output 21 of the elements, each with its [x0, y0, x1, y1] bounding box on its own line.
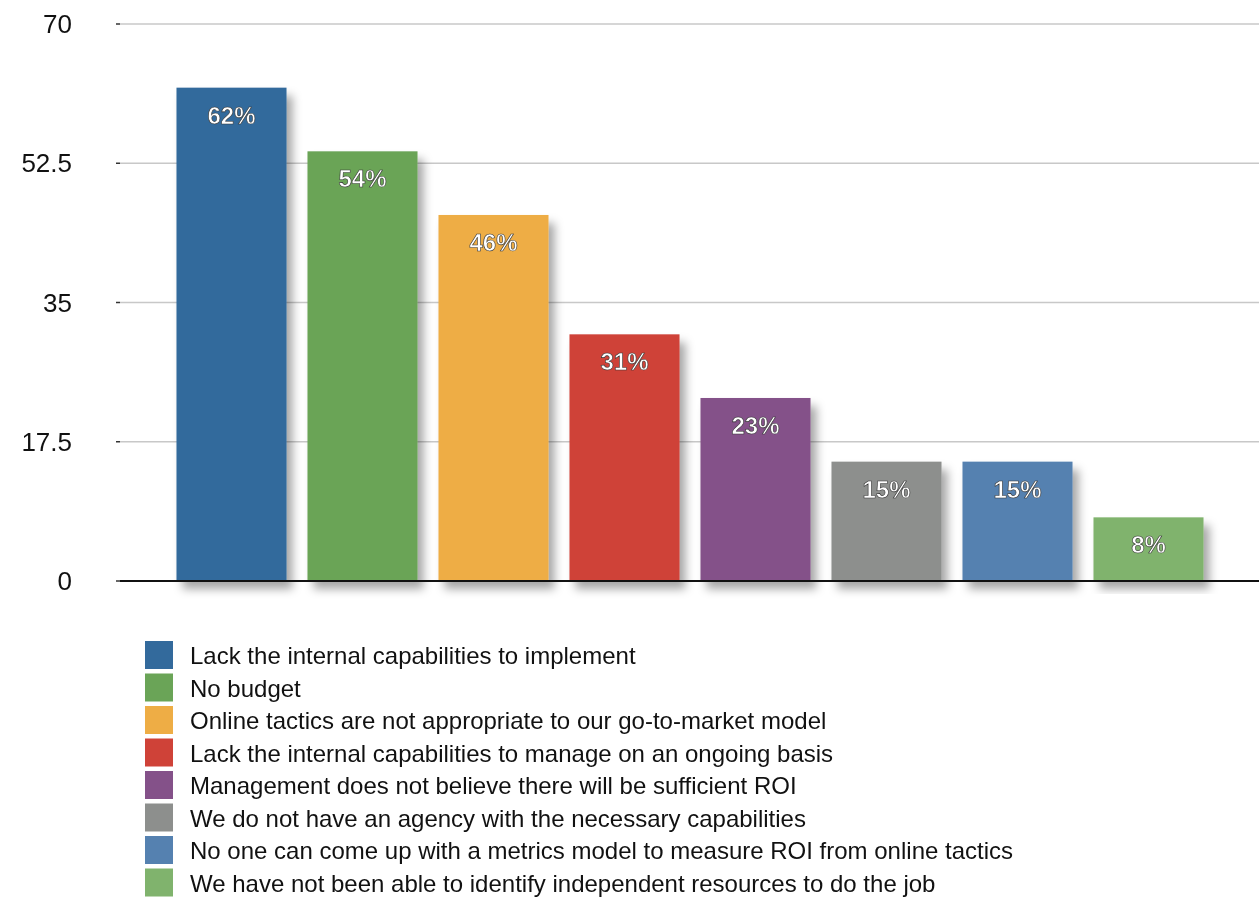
data-label: 46% [469, 228, 518, 256]
legend-label: Online tactics are not appropriate to our go-to-market model [190, 707, 827, 734]
legend-label: No one can come up with a metrics model to measure ROI from online tactics [190, 837, 1014, 864]
y-tick-label: 52.5 [21, 148, 72, 179]
legend-label: Lack the internal capabilities to implement [190, 642, 636, 669]
legend-label: We have not been able to identify independent resources to do the job [190, 869, 936, 897]
data-label: 15% [862, 475, 911, 503]
data-label: 31% [600, 348, 649, 376]
data-label: 23% [731, 411, 780, 439]
y-tick-label: 70 [43, 9, 72, 39]
legend-label: No budget [190, 674, 302, 702]
data-label: 62% [207, 101, 256, 129]
y-tick-label: 0 [57, 566, 72, 596]
legend-label: We do not have an agency with the necessary capabilities [190, 804, 806, 832]
data-label: 8% [1131, 531, 1166, 559]
y-tick-label: 17.5 [21, 426, 72, 457]
legend-label: Management does not believe there will be sufficient ROI [190, 772, 797, 799]
legend-label: Lack the internal capabilities to manage on an ongoing basis [190, 739, 834, 767]
data-label: 54% [338, 165, 387, 193]
y-tick-label: 35 [43, 287, 72, 318]
data-label: 15% [993, 475, 1042, 503]
